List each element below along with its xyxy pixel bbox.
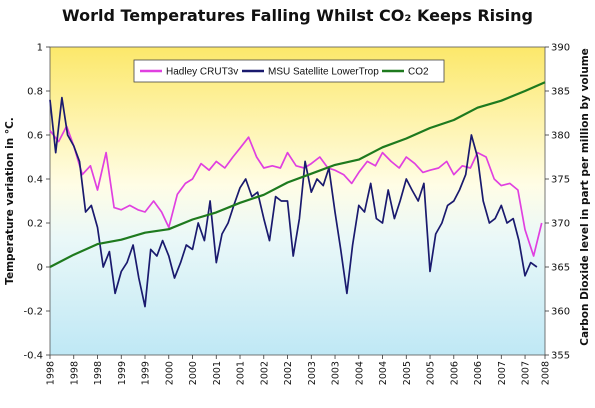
legend-label: Hadley CRUT3v: [166, 67, 238, 78]
y2-axis-label: Carbon Dioxide level in part per million…: [579, 48, 591, 346]
x-tick-label: 2004: [378, 361, 389, 385]
legend-label: MSU Satellite LowerTrop: [268, 67, 379, 78]
y2-tick-label: 385: [551, 87, 570, 98]
y-tick-label: -0.2: [23, 307, 43, 318]
x-tick-label: 2005: [402, 361, 413, 385]
y2-tick-label: 370: [551, 219, 570, 230]
y2-tick-label: 375: [551, 175, 570, 186]
x-tick-label: 2003: [307, 361, 318, 385]
x-tick-label: 1998: [46, 361, 57, 385]
series-line-co2: [49, 81, 546, 268]
series-line-msu-satellite-lowertrop: [49, 96, 538, 308]
y2-tick-label: 355: [551, 351, 570, 362]
x-tick-label: 2003: [331, 361, 342, 385]
x-tick-label: 2005: [426, 361, 437, 385]
y2-tick-label: 390: [551, 43, 570, 54]
y-axis-label: Temperature variation in °C.: [4, 117, 16, 285]
y-tick-label: 0.4: [27, 175, 43, 186]
y-tick-label: 0.6: [27, 131, 43, 142]
x-tick-label: 2006: [473, 361, 484, 385]
x-tick-label: 2000: [188, 361, 199, 385]
x-tick-label: 1999: [117, 361, 128, 385]
chart-title: World Temperatures Falling Whilst CO₂ Ke…: [62, 6, 533, 25]
x-tick-label: 1998: [93, 361, 104, 385]
legend-box: [133, 59, 445, 83]
x-tick-label: 2002: [259, 361, 270, 385]
y-tick-label: -0.4: [23, 351, 43, 362]
y-tick-label: 0.8: [27, 87, 43, 98]
x-tick-label: 2001: [212, 361, 223, 385]
y2-tick-label: 365: [551, 263, 570, 274]
x-tick-label: 2007: [521, 361, 532, 385]
y2-tick-label: 360: [551, 307, 570, 318]
x-tick-label: 2008: [541, 361, 552, 385]
x-tick-label: 2002: [283, 361, 294, 385]
x-tick-label: 2006: [449, 361, 460, 385]
y-tick-label: 0: [37, 263, 43, 274]
x-tick-label: 1998: [69, 361, 80, 385]
y-tick-label: 1: [37, 43, 43, 54]
y2-tick-label: 380: [551, 131, 570, 142]
y-tick-label: 0.2: [27, 219, 43, 230]
x-tick-label: 2001: [236, 361, 247, 385]
x-tick-label: 1999: [141, 361, 152, 385]
x-tick-label: 2000: [164, 361, 175, 385]
x-tick-label: 2007: [497, 361, 508, 385]
plot-area: [49, 46, 546, 356]
legend-label: CO2: [408, 67, 429, 78]
series-line-hadley-crut3v: [49, 125, 543, 257]
x-tick-label: 2004: [354, 361, 365, 385]
